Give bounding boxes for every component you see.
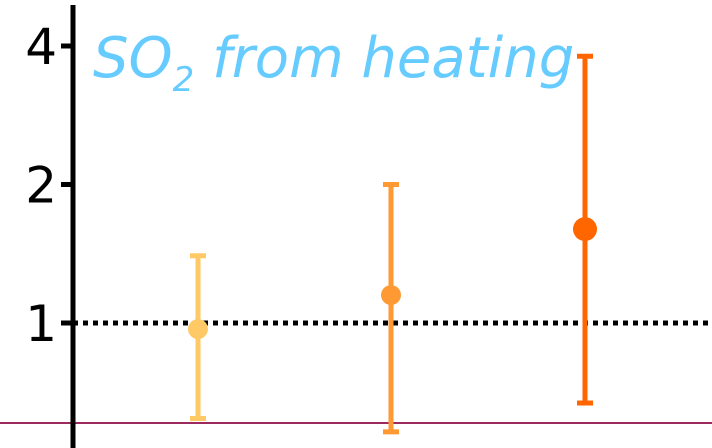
y-tick-label: 2: [25, 157, 57, 215]
chart-title: SO2 from heating: [93, 26, 574, 100]
point-estimate: [381, 285, 401, 306]
chart-title-main: SO: [93, 26, 173, 91]
point-estimate: [188, 319, 208, 340]
chart-title-rest: from heating: [194, 26, 574, 91]
y-tick-label: 4: [25, 18, 57, 76]
point-estimate: [573, 217, 597, 242]
chart-title-subscript: 2: [173, 60, 195, 100]
y-tick-label: 1: [25, 295, 57, 353]
